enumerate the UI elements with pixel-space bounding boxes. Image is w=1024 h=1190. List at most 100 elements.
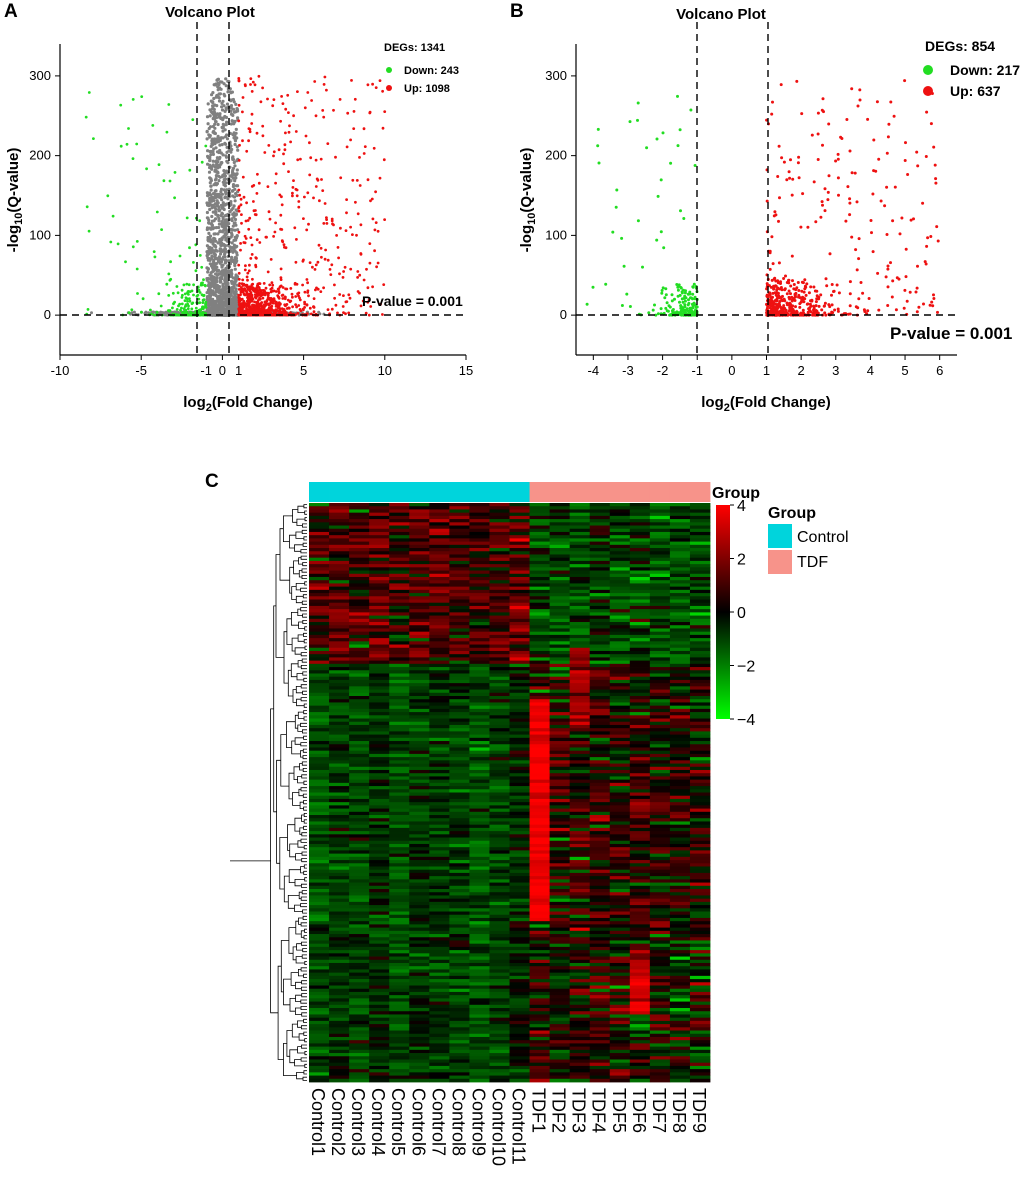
volcano-point [257, 74, 261, 78]
volcano-point [655, 238, 659, 242]
volcano-point [235, 172, 239, 176]
volcano-point [301, 259, 305, 263]
volcano-point [222, 172, 226, 176]
heatmap-cell [309, 506, 330, 510]
volcano-point [132, 310, 136, 314]
volcano-point [216, 213, 220, 217]
volcano-point [381, 89, 384, 93]
volcano-point [212, 96, 216, 101]
volcano-point [353, 97, 357, 101]
volcano-point [136, 292, 139, 295]
volcano-point [184, 296, 188, 300]
volcano-point [321, 109, 325, 112]
volcano-point [925, 110, 929, 114]
heatmap-cell [529, 548, 550, 552]
volcano-point [211, 308, 215, 312]
heatmap-cell [689, 531, 711, 536]
volcano-point [208, 226, 212, 230]
volcano-point [663, 296, 667, 300]
heatmap-cell [489, 531, 510, 536]
heatmap-cell [549, 544, 571, 549]
volcano-point [201, 281, 204, 285]
heatmap-cell [689, 509, 711, 514]
volcano-a-legend-down-marker [386, 67, 392, 73]
volcano-point [329, 273, 333, 276]
heatmap-cell [329, 509, 350, 514]
volcano-point [205, 244, 209, 248]
heatmap-cell [389, 531, 410, 536]
volcano-point [676, 288, 680, 292]
volcano-point [231, 166, 236, 170]
volcano-point [235, 234, 239, 238]
volcano-point [213, 262, 217, 266]
volcano-a-points [84, 74, 387, 317]
heatmap-cell [589, 564, 611, 568]
heatmap-cell [509, 525, 530, 530]
volcano-point [209, 291, 213, 295]
volcano-a-pvalue-label: P-value = 0.001 [362, 293, 463, 309]
volcano-point [367, 298, 371, 302]
volcano-point [254, 296, 258, 300]
volcano-point [197, 309, 201, 312]
volcano-point [291, 191, 294, 195]
volcano-point [92, 137, 95, 141]
volcano-point [345, 211, 348, 215]
volcano-point [317, 243, 321, 247]
volcano-point [248, 216, 252, 220]
volcano-point [333, 283, 336, 287]
heatmap-cell [369, 544, 390, 549]
volcano-point [127, 127, 130, 130]
dendrogram-branch [295, 956, 305, 964]
heatmap-cell [629, 509, 651, 514]
volcano-point [169, 260, 173, 264]
heatmap-cell [369, 535, 390, 539]
heatmap-cell [689, 551, 711, 555]
heatmap-cell [389, 509, 410, 514]
dendrogram-branch [303, 825, 307, 830]
volcano-point [678, 300, 681, 304]
volcano-point [348, 296, 352, 300]
volcano-point [830, 293, 833, 297]
volcano-point [770, 235, 774, 239]
volcano-point [257, 304, 261, 308]
volcano-point [192, 261, 195, 264]
dendrogram-branch [291, 740, 301, 755]
volcano-point [319, 290, 323, 293]
volcano-point [274, 172, 278, 176]
volcano-point [215, 304, 219, 308]
volcano-point [256, 299, 260, 302]
heatmap-cell [569, 531, 591, 536]
volcano-point [187, 283, 191, 287]
heatmap-cell [689, 522, 711, 526]
volcano-point [86, 308, 90, 311]
heatmap-cell [469, 554, 490, 559]
heatmap-cell [529, 531, 550, 536]
heatmap-cell [369, 557, 390, 562]
volcano-point [215, 279, 219, 283]
volcano-point [813, 310, 817, 314]
heatmap-cell [529, 512, 550, 517]
volcano-point [206, 102, 210, 106]
heatmap-cell [649, 522, 671, 526]
volcano-point [797, 295, 800, 299]
volcano-point [177, 313, 181, 317]
volcano-point [207, 294, 211, 298]
dendrogram-branch [287, 669, 293, 697]
volcano-point [216, 268, 221, 272]
heatmap-cell [549, 506, 571, 510]
volcano-point [814, 220, 818, 224]
volcano-point [263, 293, 267, 297]
volcano-point [231, 97, 235, 102]
volcano-point [241, 290, 245, 293]
volcano-point [233, 217, 238, 222]
volcano-point [866, 117, 870, 121]
heatmap-cell [549, 525, 571, 530]
volcano-point [127, 311, 131, 315]
volcano-point [209, 153, 213, 157]
volcano-point [233, 134, 237, 138]
volcano-point [848, 149, 852, 153]
volcano-point [215, 249, 219, 253]
volcano-point [817, 304, 821, 308]
volcano-point [207, 246, 211, 250]
volcano-point [234, 279, 238, 283]
